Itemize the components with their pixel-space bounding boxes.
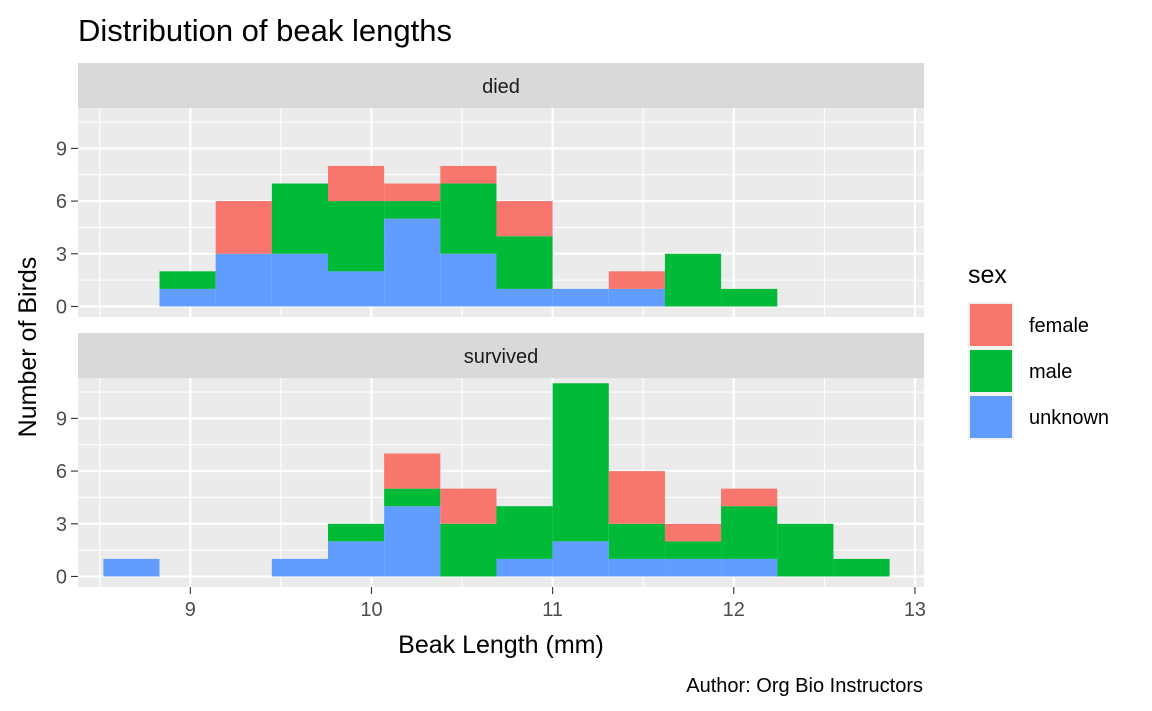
bar-survived-unknown-bin-5 (384, 506, 441, 577)
chart-title: Distribution of beak lengths (78, 13, 452, 48)
legend-swatch-male (970, 350, 1012, 392)
bar-died-unknown-bin-8 (552, 288, 609, 307)
bars-died (159, 165, 778, 307)
bar-died-unknown-bin-7 (496, 288, 553, 307)
x-tick-label: 12 (723, 599, 745, 621)
bar-survived-male-bin-8 (552, 383, 609, 542)
y-axis-label: Number of Birds (14, 257, 42, 438)
bar-survived-unknown-bin-9 (608, 558, 665, 577)
y-tick-label: 9 (56, 138, 67, 160)
bar-died-male-bin-11 (721, 288, 778, 307)
strip-survived (78, 333, 924, 378)
bar-died-unknown-bin-3 (271, 253, 328, 307)
panel-died: died 0 3 6 9 (56, 63, 924, 318)
y-axis-died: 0 3 6 9 (56, 138, 78, 318)
x-axis-label: Beak Length (mm) (398, 631, 604, 659)
y-tick-label: 9 (56, 408, 67, 430)
bar-survived-unknown-bin-0 (103, 558, 160, 577)
y-tick-label: 3 (56, 514, 67, 536)
bar-survived-unknown-bin-10 (664, 558, 722, 577)
bar-survived-male-bin-11 (721, 506, 778, 559)
bar-died-male-bin-3 (271, 183, 328, 254)
y-axis-survived: 0 3 6 9 (56, 408, 78, 588)
strip-label-survived: survived (464, 346, 538, 368)
y-tick-label: 6 (56, 461, 67, 483)
bar-died-female-bin-7 (496, 201, 553, 237)
bar-died-unknown-bin-5 (384, 218, 441, 307)
bar-survived-female-bin-9 (608, 471, 665, 524)
bar-survived-male-bin-13 (833, 558, 890, 577)
legend-label-male: male (1029, 361, 1072, 383)
panel-survived: survived 0 3 6 9 (56, 333, 924, 588)
y-tick-label: 0 (56, 566, 67, 588)
legend: sex female male unknown (968, 261, 1109, 440)
bar-survived-female-bin-11 (721, 488, 778, 507)
y-tick-label: 3 (56, 244, 67, 266)
x-tick-label: 11 (542, 599, 563, 621)
bar-survived-unknown-bin-3 (271, 558, 328, 577)
bar-survived-male-bin-12 (777, 523, 834, 577)
bar-died-female-bin-4 (327, 165, 385, 202)
bar-survived-male-bin-9 (608, 523, 665, 559)
bar-survived-unknown-bin-8 (552, 541, 609, 577)
bar-survived-female-bin-6 (440, 488, 497, 524)
strip-died (78, 63, 924, 108)
bar-died-male-bin-7 (496, 236, 553, 289)
bar-died-male-bin-5 (384, 201, 441, 219)
bar-died-male-bin-6 (440, 183, 497, 254)
x-tick-label: 9 (185, 599, 196, 621)
bar-died-male-bin-4 (327, 201, 385, 272)
legend-title: sex (968, 261, 1007, 289)
bar-died-unknown-bin-9 (608, 288, 665, 307)
bar-survived-male-bin-6 (440, 523, 497, 577)
bar-died-female-bin-5 (384, 183, 441, 202)
bar-died-male-bin-10 (664, 253, 722, 307)
x-axis: 9 10 11 12 13 (185, 587, 926, 621)
legend-swatch-unknown (970, 396, 1012, 438)
y-tick-label: 6 (56, 191, 67, 213)
bar-died-female-bin-6 (440, 165, 497, 184)
bar-died-unknown-bin-2 (215, 253, 272, 307)
caption: Author: Org Bio Instructors (686, 675, 923, 697)
bar-died-unknown-bin-4 (327, 271, 385, 307)
bar-died-female-bin-9 (608, 271, 665, 289)
legend-label-female: female (1029, 315, 1089, 337)
legend-items: female male unknown (968, 302, 1109, 440)
bars-survived (103, 383, 890, 577)
legend-swatch-female (970, 304, 1012, 346)
bar-died-unknown-bin-1 (159, 288, 216, 307)
bar-survived-unknown-bin-7 (496, 558, 553, 577)
bar-survived-male-bin-4 (327, 523, 385, 542)
bar-died-unknown-bin-6 (440, 253, 497, 307)
bar-survived-female-bin-5 (384, 453, 441, 489)
bar-survived-male-bin-7 (496, 506, 553, 559)
bar-survived-male-bin-10 (664, 541, 722, 559)
bar-survived-unknown-bin-11 (721, 558, 778, 577)
legend-label-unknown: unknown (1029, 407, 1109, 429)
x-tick-label: 10 (360, 599, 382, 621)
bar-died-male-bin-1 (159, 271, 216, 289)
bar-died-female-bin-2 (215, 201, 272, 254)
strip-label-died: died (482, 76, 520, 98)
x-tick-label: 13 (904, 599, 926, 621)
bar-survived-male-bin-5 (384, 488, 441, 507)
bar-survived-female-bin-10 (664, 523, 722, 542)
y-tick-label: 0 (56, 296, 67, 318)
bar-survived-unknown-bin-4 (327, 541, 385, 577)
